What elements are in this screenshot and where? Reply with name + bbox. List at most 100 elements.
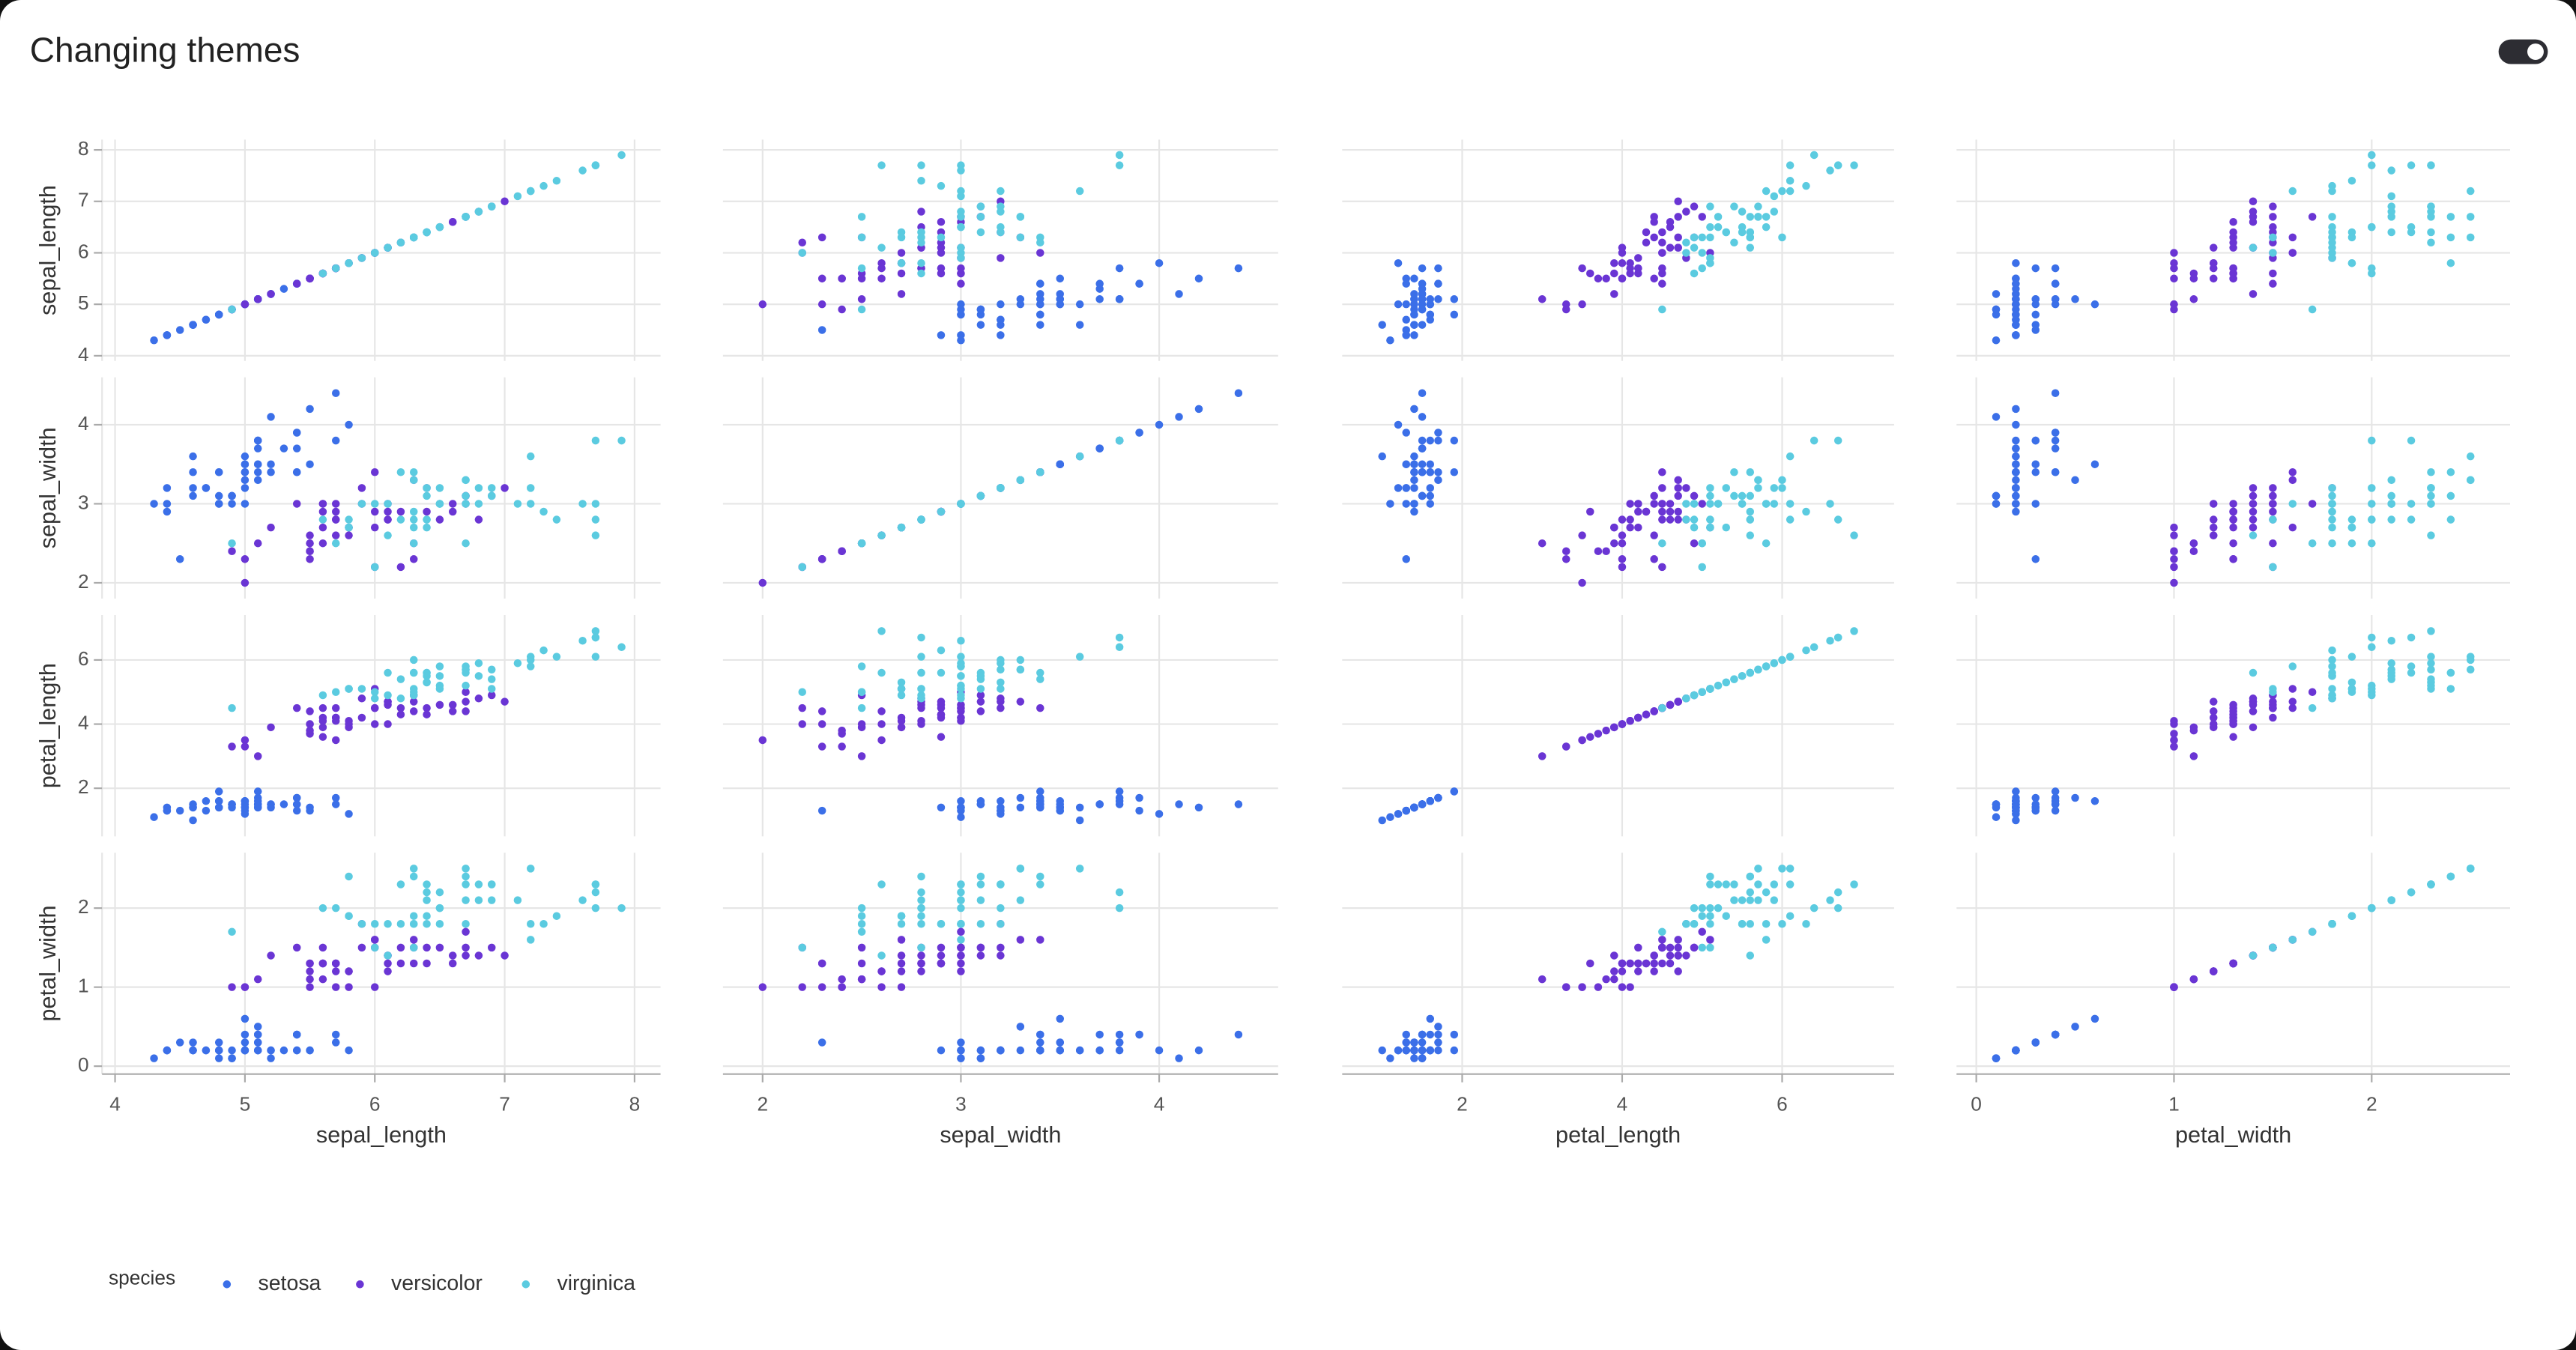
point <box>306 539 314 548</box>
point <box>2288 685 2297 693</box>
point <box>937 646 946 655</box>
toggle-knob[interactable] <box>2527 43 2544 61</box>
point <box>1434 476 1442 485</box>
point <box>189 1046 197 1055</box>
point <box>1626 959 1634 968</box>
point <box>396 238 405 246</box>
point <box>1650 274 1658 283</box>
point <box>2446 515 2455 524</box>
point <box>1730 468 1738 476</box>
x-tick-label: 4 <box>1617 1092 1628 1115</box>
point <box>370 983 379 991</box>
point <box>423 888 431 897</box>
point <box>513 500 522 508</box>
point <box>1115 797 1124 805</box>
point <box>1698 912 1706 920</box>
point <box>976 668 985 677</box>
point <box>423 672 431 680</box>
point <box>1115 643 1124 652</box>
point <box>1418 444 1427 452</box>
point <box>1658 943 1666 952</box>
point <box>1410 468 1418 476</box>
x-tick-label: 2 <box>2366 1092 2377 1115</box>
point <box>1698 264 1706 273</box>
point <box>877 951 886 960</box>
point <box>214 1038 223 1047</box>
point <box>1561 300 1570 309</box>
point <box>2387 896 2395 904</box>
point <box>150 813 158 821</box>
point <box>1706 903 1714 912</box>
point <box>241 1014 250 1023</box>
point <box>2269 484 2277 492</box>
point <box>1434 1030 1442 1039</box>
point <box>1778 476 1786 485</box>
point <box>2012 258 2020 267</box>
point <box>292 943 301 952</box>
point <box>1410 321 1418 329</box>
point <box>1394 810 1403 818</box>
point <box>318 269 327 278</box>
point <box>396 563 405 572</box>
point <box>1754 865 1762 873</box>
point <box>1682 238 1690 246</box>
point <box>957 264 965 273</box>
point <box>267 723 275 732</box>
point <box>292 800 301 808</box>
point <box>175 1038 184 1047</box>
point <box>1095 285 1104 293</box>
theme-toggle[interactable] <box>2498 39 2548 64</box>
point <box>2427 531 2435 539</box>
point <box>435 919 444 928</box>
point <box>2189 274 2198 283</box>
point <box>1706 491 1714 500</box>
point <box>409 668 418 677</box>
point <box>1850 531 1858 539</box>
point <box>937 1046 946 1055</box>
point <box>957 700 965 709</box>
point <box>448 700 457 709</box>
point <box>2051 787 2060 796</box>
point <box>1378 321 1386 329</box>
point <box>1402 1038 1411 1047</box>
point <box>1402 429 1411 437</box>
point <box>1722 523 1731 532</box>
y-tick-label: 4 <box>78 343 89 366</box>
point <box>1706 500 1714 508</box>
point <box>318 975 327 984</box>
point <box>1650 707 1658 715</box>
point <box>976 213 985 221</box>
point <box>957 161 965 169</box>
point <box>1754 484 1762 492</box>
point <box>617 643 626 652</box>
point <box>1016 300 1025 309</box>
point <box>1434 468 1442 476</box>
point <box>1426 1046 1435 1055</box>
point <box>578 896 587 904</box>
point <box>997 254 1005 262</box>
point <box>501 697 509 706</box>
point <box>1714 223 1723 231</box>
point <box>1746 531 1755 539</box>
point <box>526 452 535 461</box>
point <box>462 688 470 696</box>
point <box>857 752 866 760</box>
point <box>817 983 826 991</box>
point <box>331 1038 340 1047</box>
point <box>435 515 444 524</box>
point <box>1194 405 1203 414</box>
point <box>396 943 405 952</box>
point <box>2347 688 2356 696</box>
point <box>2328 500 2336 508</box>
point <box>175 806 184 815</box>
point <box>318 703 327 712</box>
point <box>1155 1046 1164 1055</box>
point <box>1706 685 1714 693</box>
point <box>997 300 1005 309</box>
point <box>957 500 965 508</box>
point <box>1586 959 1594 968</box>
point <box>1426 500 1435 508</box>
point <box>1626 515 1634 524</box>
point <box>817 806 826 815</box>
point <box>1378 452 1386 461</box>
